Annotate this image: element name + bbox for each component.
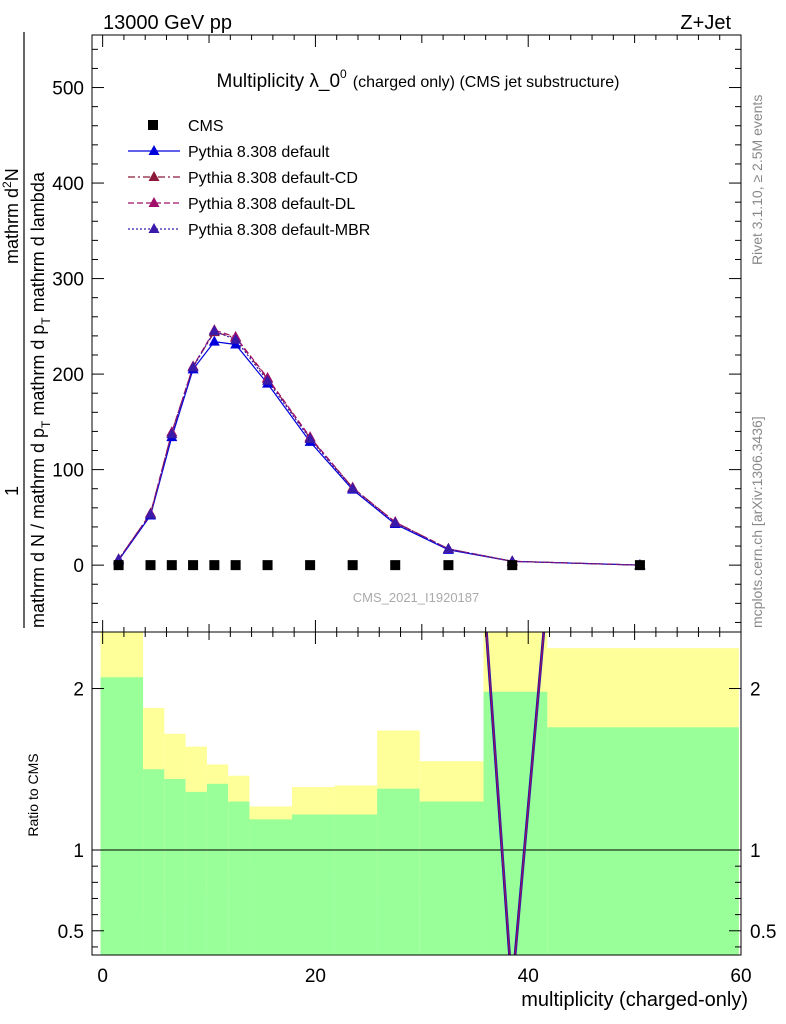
cms-point-4 xyxy=(209,560,220,571)
x-tick-label-1: 20 xyxy=(305,966,326,987)
x-tick-label-2: 40 xyxy=(518,966,539,987)
analysis-watermark: CMS_2021_I1920187 xyxy=(353,590,480,605)
rivet-label: Rivet 3.1.10, ≥ 2.5M events xyxy=(749,95,765,265)
cms-point-7 xyxy=(305,560,316,571)
ratio-y-tick-left-1: 1 xyxy=(73,841,84,862)
legend: CMS Pythia 8.308 default Pythia 8.308 defa… xyxy=(128,118,370,239)
ratio-frame xyxy=(91,631,742,956)
cms-point-0 xyxy=(113,560,124,571)
plot-title: Multiplicity λ_00 (charged only) (CMS jet… xyxy=(217,67,620,92)
mcplots-label: mcplots.cern.ch [arXiv:1306.3436] xyxy=(749,416,765,628)
ratio-line-0 xyxy=(485,632,544,955)
cms-point-1 xyxy=(145,560,156,571)
series-point-3-10 xyxy=(442,542,454,553)
y-tick-label-3: 300 xyxy=(52,270,84,291)
ratio-line-2 xyxy=(486,632,545,955)
legend-label-1: Pythia 8.308 default xyxy=(188,144,330,161)
legend-marker-2 xyxy=(148,171,160,181)
cms-point-9 xyxy=(390,560,401,571)
legend-marker-0 xyxy=(148,120,158,130)
x-axis-label: multiplicity (charged-only) xyxy=(521,989,748,1011)
cms-point-10 xyxy=(443,560,454,571)
energy-label: 13000 GeV pp xyxy=(103,12,232,34)
ratio-inner-band-10 xyxy=(419,801,484,955)
ratio-inner-band-1 xyxy=(143,769,165,955)
y-tick-label-5: 500 xyxy=(52,79,84,100)
cms-point-5 xyxy=(230,560,241,571)
ratio-y-tick-left-0: 0.5 xyxy=(58,922,84,943)
series-point-3-4 xyxy=(208,325,220,336)
ratio-inner-band-8 xyxy=(334,814,378,955)
y-label-numerator: mathrm d2N xyxy=(0,168,22,264)
ratio-inner-band-4 xyxy=(206,783,229,955)
series-point-3-6 xyxy=(262,374,274,385)
y-tick-label-4: 400 xyxy=(52,174,84,195)
cms-point-8 xyxy=(347,560,358,571)
main-plot: 0 100 200 300 400 500 xyxy=(52,34,742,955)
ratio-inner-band-0 xyxy=(100,677,144,955)
legend-label-4: Pythia 8.308 default-MBR xyxy=(188,222,370,239)
ratio-line-1 xyxy=(485,632,544,955)
series-point-0-4 xyxy=(208,335,220,346)
plot-title-main: Multiplicity λ_0 xyxy=(217,71,341,92)
y-tick-label-0: 0 xyxy=(73,556,84,577)
ratio-inner-band-9 xyxy=(377,788,420,955)
legend-label-0: CMS xyxy=(188,118,224,135)
series-point-3-5 xyxy=(230,333,242,344)
cms-point-12 xyxy=(634,560,645,571)
ratio-y-axis-label: Ratio to CMS xyxy=(25,753,41,836)
series-point-3-1 xyxy=(145,508,157,519)
y-tick-label-2: 200 xyxy=(52,365,84,386)
series-point-3-7 xyxy=(304,433,316,444)
y-label-denominator: mathrm d N / mathrm d pT mathrm d pT mat… xyxy=(28,171,53,628)
ratio-line-3 xyxy=(486,632,546,955)
ratio-y-tick-right-2: 2 xyxy=(750,680,761,701)
x-tick-label-3: 60 xyxy=(730,966,751,987)
plot-title-rest: (charged only) (CMS jet substructure) xyxy=(353,74,620,91)
ratio-inner-band-7 xyxy=(292,814,335,955)
legend-label-3: Pythia 8.308 default-DL xyxy=(188,196,355,213)
plot-title-sup: 0 xyxy=(340,67,347,81)
legend-marker-3 xyxy=(148,197,160,207)
series-line-0 xyxy=(118,340,640,566)
cms-point-2 xyxy=(166,560,177,571)
series-line-1 xyxy=(118,331,640,566)
ratio-inner-band-3 xyxy=(185,791,207,955)
legend-marker-1 xyxy=(148,145,160,155)
series-line-3 xyxy=(118,330,640,566)
ratio-inner-band-2 xyxy=(164,778,186,955)
legend-label-2: Pythia 8.308 default-CD xyxy=(188,170,358,187)
series-point-3-9 xyxy=(389,517,401,528)
legend-marker-4 xyxy=(148,223,160,233)
ratio-plot: 0 20 40 60 0.5 0.5 1 1 2 2 xyxy=(58,631,776,987)
ratio-y-tick-left-2: 2 xyxy=(73,680,84,701)
series-point-3-2 xyxy=(166,428,178,439)
cms-point-6 xyxy=(262,560,273,571)
y-tick-label-1: 100 xyxy=(52,461,84,482)
cms-point-11 xyxy=(507,560,518,571)
process-label: Z+Jet xyxy=(680,12,731,34)
y-axis-label: mathrm d N / mathrm d pT mathrm d pT mat… xyxy=(0,32,53,628)
series-point-3-3 xyxy=(187,361,199,372)
ratio-y-tick-right-0: 0.5 xyxy=(750,922,776,943)
ratio-y-tick-right-1: 1 xyxy=(750,841,761,862)
ratio-inner-band-5 xyxy=(228,801,250,955)
y-label-numerator-one: 1 xyxy=(2,486,22,496)
ratio-inner-band-6 xyxy=(249,819,293,955)
cms-point-3 xyxy=(188,560,199,571)
ratio-inner-band-12 xyxy=(547,727,739,955)
x-tick-label-0: 0 xyxy=(97,966,108,987)
series-point-3-8 xyxy=(347,482,359,493)
